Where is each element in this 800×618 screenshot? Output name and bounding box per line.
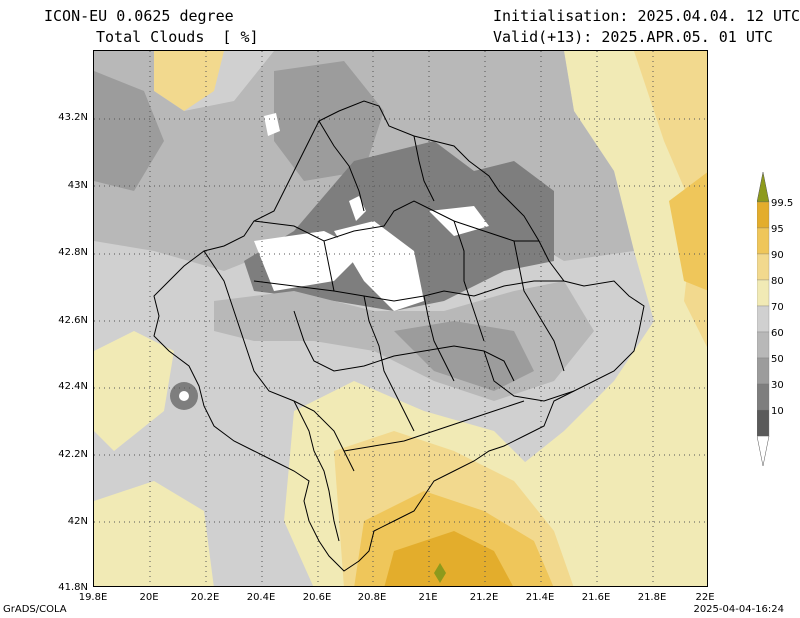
colorbar-bottom-triangle: [757, 435, 770, 467]
variable-title: Total Clouds [ %]: [96, 28, 259, 46]
colorbar-labels: 99.5 95 90 80 70 60 50 30 10: [771, 198, 793, 417]
y-label-42.8n: 42.8N: [58, 247, 88, 258]
y-label-41.8n: 41.8N: [58, 582, 88, 593]
colorbar-cell: [757, 305, 770, 333]
y-label-42.4n: 42.4N: [58, 381, 88, 392]
field-clear-2: [334, 221, 424, 311]
x-label-21e: 21E: [418, 592, 438, 603]
border-ns-5: [513, 240, 565, 372]
x-label-21.4e: 21.4E: [525, 592, 555, 603]
map-canvas: [94, 51, 707, 586]
border-north-inner: [253, 200, 539, 242]
border-sw-inner: [293, 400, 340, 542]
colorbar-label: 50: [771, 354, 784, 365]
field-south-95: [384, 531, 513, 586]
footer-software: GrADS/COLA: [3, 604, 67, 615]
admin-borders: [153, 100, 645, 572]
colorbar-label: 80: [771, 276, 784, 287]
colorbar-label: 10: [771, 406, 784, 417]
colorbar-cell: [757, 201, 770, 229]
model-title: ICON-EU 0.0625 degree: [44, 7, 234, 25]
footer-timestamp: 2025-04-04-16:24: [693, 604, 784, 615]
colorbar-cell: [757, 253, 770, 281]
field-clear-1: [254, 231, 364, 291]
border-south-inner: [293, 310, 515, 382]
border-nw-inner: [318, 120, 365, 212]
init-time: Initialisation: 2025.04.04. 12 UTC: [493, 7, 800, 25]
field-n-30-50: [274, 61, 384, 181]
valid-time: Valid(+13): 2025.APR.05. 01 UTC: [493, 28, 773, 46]
field-70-80: [474, 51, 707, 586]
x-label-22e: 22E: [695, 592, 715, 603]
field-sw-70-80: [94, 481, 214, 586]
x-label-19.8e: 19.8E: [78, 592, 108, 603]
colorbar-label: 60: [771, 328, 784, 339]
colorbar-legend: 99.5 95 90 80 70 60 50 30 10: [757, 172, 793, 467]
field-nw-30-50: [94, 71, 164, 191]
x-label-20.8e: 20.8E: [357, 592, 387, 603]
colorbar-cell: [757, 279, 770, 307]
x-label-20.2e: 20.2E: [190, 592, 220, 603]
colorbar-label: 99.5: [771, 198, 793, 209]
field-90-95: [669, 172, 707, 291]
border-n-inner: [413, 135, 435, 202]
x-label-20.4e: 20.4E: [246, 592, 276, 603]
colorbar-cells: [757, 201, 770, 437]
colorbar-top-triangle: [757, 172, 770, 203]
field-mid-30-50: [394, 321, 534, 391]
border-ns-4: [323, 240, 335, 292]
x-label-20e: 20E: [139, 592, 159, 603]
x-label-21.2e: 21.2E: [469, 592, 499, 603]
y-label-42n: 42N: [67, 516, 88, 527]
colorbar-label: 70: [771, 302, 784, 313]
colorbar-label: 95: [771, 224, 784, 235]
field-clear-3: [429, 206, 489, 236]
colorbar-cell: [757, 331, 770, 359]
border-ns-2: [423, 295, 455, 382]
field-spot-clear: [179, 391, 189, 401]
border-west-inner: [203, 250, 355, 472]
x-label-21.6e: 21.6E: [581, 592, 611, 603]
x-label-21.8e: 21.8E: [637, 592, 667, 603]
field-south-99: [434, 563, 446, 583]
y-label-43.2n: 43.2N: [58, 112, 88, 123]
border-se-inner: [483, 350, 575, 402]
y-label-42.6n: 42.6N: [58, 315, 88, 326]
colorbar-cell: [757, 383, 770, 411]
colorbar-cell: [757, 227, 770, 255]
x-label-20.6e: 20.6E: [302, 592, 332, 603]
y-label-42.2n: 42.2N: [58, 449, 88, 460]
field-west-70-80: [94, 331, 174, 451]
colorbar-label: 90: [771, 250, 784, 261]
colorbar-cell: [757, 357, 770, 385]
border-ns-3: [453, 220, 485, 342]
colorbar-cell: [757, 409, 770, 437]
y-label-43n: 43N: [67, 180, 88, 191]
colorbar-label: 30: [771, 380, 784, 391]
cloud-cover-map: [93, 50, 708, 587]
border-s-inner: [343, 400, 525, 452]
region-outline: [153, 100, 645, 572]
border-ns-1: [363, 295, 415, 432]
field-clear-5: [264, 113, 280, 136]
